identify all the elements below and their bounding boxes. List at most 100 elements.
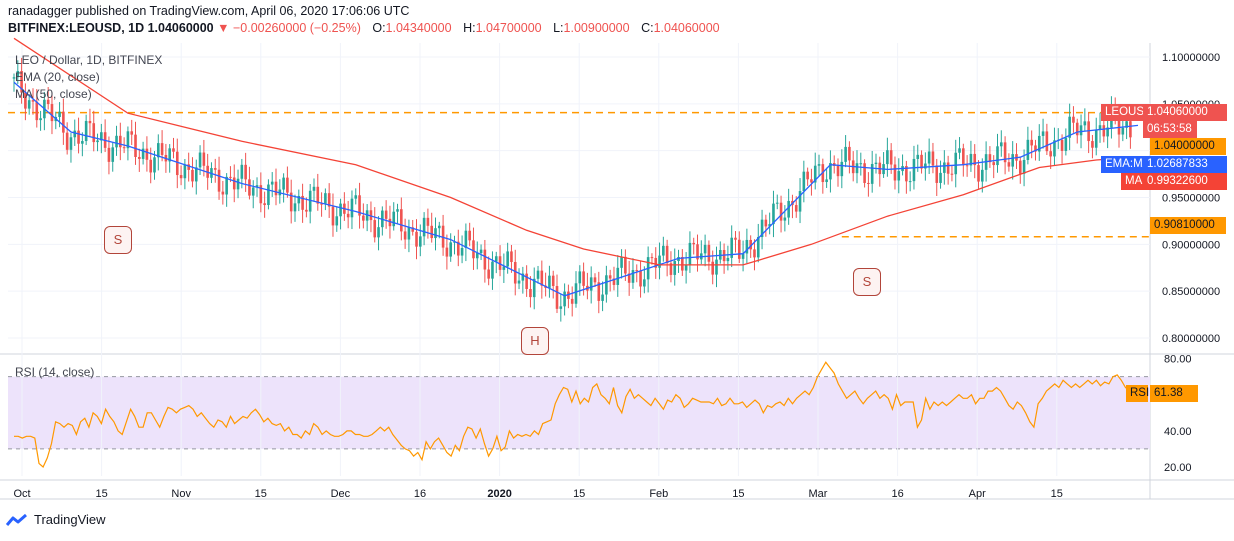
candle-body [92,123,96,143]
candle-body [931,151,935,166]
rsi-tick-label: 80.00 [1164,354,1192,366]
candle-body [187,164,190,170]
candle-body [893,164,897,181]
candle-body [863,163,866,183]
price-tick-label: 0.90000000 [1162,239,1220,251]
candle-body [472,240,475,259]
time-tick-label: Dec [331,488,351,500]
candle-body [445,247,449,257]
candle-body [377,227,380,238]
candle-body [567,291,570,299]
candle-body [954,152,958,175]
time-tick-label: Mar [809,488,828,500]
legend-ma: MA (50, close) [15,87,92,101]
candle-body [419,236,422,247]
candle-body [745,239,749,254]
candle-body [437,225,441,229]
candle-body [1129,121,1132,138]
candle-body [225,176,228,195]
candle-body [456,241,460,256]
candle-body [635,270,639,272]
candle-body [388,218,392,227]
candle-body [16,70,20,78]
candle-body [62,111,65,133]
candle-body [324,193,327,204]
legend-rsi: RSI (14, close) [15,365,95,379]
candle-body [939,172,942,183]
candle-body [608,275,612,279]
candle-body [1053,140,1056,157]
candle-body [889,150,893,165]
candle-body [460,248,464,256]
candle-body [487,269,490,279]
candle-body [122,147,126,149]
candle-body [836,165,840,177]
candle-body [529,289,532,298]
time-tick-label: 15 [573,488,585,500]
ema-name-tag: EMA:MA [1101,156,1150,173]
candle-body [943,162,946,173]
candle-body [191,169,194,182]
candle-body [308,190,312,212]
candle-body [396,209,399,212]
candle-body [297,195,301,204]
candle-body [681,257,684,271]
candle-body [316,186,320,204]
candle-body [339,203,342,217]
candle-body [756,237,760,258]
rsi-tick-label: 40.00 [1164,426,1192,438]
candle-body [483,249,487,270]
candle-body [1091,141,1094,148]
candle-body [111,147,115,162]
candle-body [658,255,661,268]
candle-body [403,231,407,240]
brand-name: TradingView [34,512,106,527]
candle-body [248,179,251,196]
candle-body [240,164,244,179]
time-tick-label: Nov [171,488,191,500]
candle-body [589,277,593,291]
candle-body [100,132,103,141]
candle-body [559,306,563,309]
candle-body [707,244,711,262]
candle-body [798,191,802,212]
candle-body [335,216,339,226]
candle-body [848,146,851,161]
candle-body [46,99,50,105]
candle-body [624,256,627,274]
candle-body [870,163,874,184]
candle-body [935,165,939,183]
candle-body [27,100,31,109]
candle-body [1026,139,1030,160]
candle-body [924,163,927,169]
candle-body [737,239,741,259]
candle-body [251,187,255,196]
candle-body [631,270,635,283]
candle-body [810,179,813,183]
candle-body [768,224,771,227]
candle-body [597,282,601,301]
candle-body [289,192,293,212]
candle-body [426,217,430,226]
candle-body [817,164,821,166]
candle-body [362,215,365,221]
candle-body [962,148,965,166]
candle-body [1022,159,1026,174]
candle-body [779,202,783,221]
candle-body [244,164,247,180]
candle-body [992,162,996,166]
time-tick-label: Oct [13,488,30,500]
candle-body [794,205,798,212]
legend-ema: EMA (20, close) [15,70,100,84]
candle-body [1079,125,1083,136]
candle-body [350,198,354,218]
candle-body [286,177,289,193]
brand-footer[interactable]: TradingView [6,512,106,527]
time-tick-label: 16 [414,488,426,500]
candle-body [688,242,692,265]
candle-body [160,143,164,155]
candle-body [1034,145,1037,152]
candle-body [1121,127,1125,135]
candle-body [593,277,597,283]
